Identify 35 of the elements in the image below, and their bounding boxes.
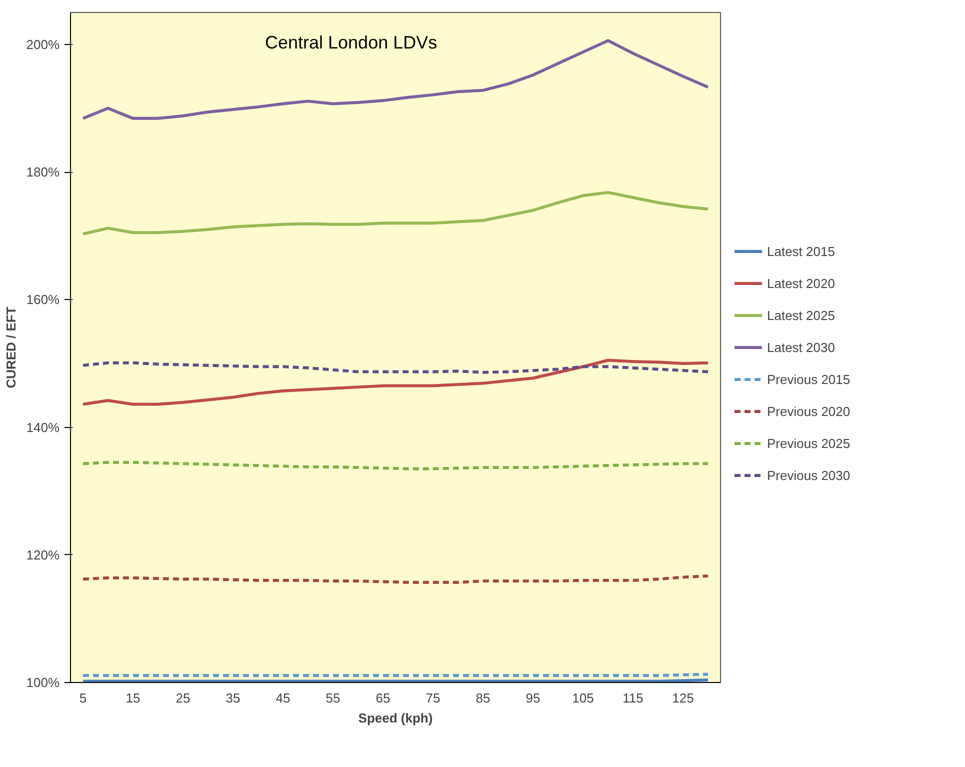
legend-label: Previous 2030 (767, 468, 850, 482)
y-tick-label: 200% (26, 36, 60, 52)
x-tick-label: 115 (622, 690, 644, 706)
legend-label: Previous 2025 (767, 436, 850, 450)
x-tick-label: 95 (526, 690, 540, 706)
x-tick-label: 5 (79, 690, 87, 706)
x-tick-label: 125 (672, 690, 694, 706)
line-series (82, 190, 710, 236)
y-tick-label: 180% (26, 164, 60, 180)
x-tick-label: 35 (226, 690, 240, 706)
x-tick-label: 85 (476, 690, 490, 706)
line-series (82, 358, 710, 406)
text: Central London LDVs (265, 32, 438, 53)
y-axis-title: CURED / EFT (3, 306, 18, 388)
line-series (82, 361, 710, 374)
legend-label: Latest 2030 (767, 340, 835, 354)
y-tick-label: 160% (26, 292, 60, 308)
x-axis-title: Speed (kph) (358, 710, 433, 726)
legend-label: Latest 2015 (767, 244, 835, 258)
y-tick-label: 100% (26, 675, 60, 690)
x-tick-label: 45 (276, 690, 290, 706)
line-series (82, 460, 710, 470)
y-tick-label: 120% (26, 547, 60, 562)
y-tick-label: 140% (26, 420, 60, 435)
legend-label: Latest 2020 (767, 276, 835, 290)
line-series (82, 574, 710, 584)
legend-label: Previous 2020 (767, 404, 850, 418)
x-tick-label: 75 (426, 690, 440, 706)
x-tick-label: 15 (126, 690, 140, 706)
x-tick-label: 55 (326, 690, 340, 706)
legend-label: Previous 2015 (767, 372, 850, 386)
x-tick-label: 25 (176, 690, 190, 706)
x-tick-label: 105 (572, 690, 594, 706)
legend-label: Latest 2025 (767, 308, 835, 322)
x-tick-label: 65 (376, 690, 390, 706)
